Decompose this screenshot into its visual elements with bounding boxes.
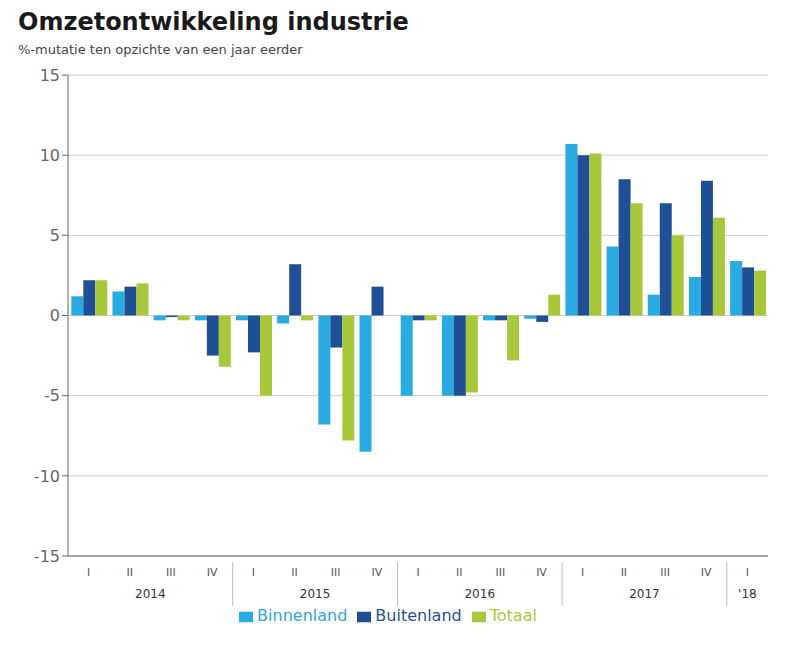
- svg-text:II: II: [127, 566, 134, 579]
- svg-text:I: I: [746, 566, 749, 579]
- svg-text:III: III: [495, 566, 505, 579]
- svg-text:II: II: [456, 566, 463, 579]
- svg-text:2014: 2014: [135, 587, 166, 601]
- svg-text:-5: -5: [44, 386, 60, 405]
- svg-text:I: I: [87, 566, 90, 579]
- svg-text:II: II: [291, 566, 298, 579]
- svg-text:III: III: [331, 566, 341, 579]
- svg-text:2017: 2017: [629, 587, 660, 601]
- svg-text:I: I: [416, 566, 419, 579]
- svg-text:IV: IV: [207, 566, 218, 579]
- svg-text:0: 0: [50, 306, 60, 325]
- svg-text:III: III: [660, 566, 670, 579]
- svg-text:I: I: [581, 566, 584, 579]
- html-text:Binnenland: Binnenland: [257, 606, 348, 625]
- html-text:Omzetontwikkeling industrie: Omzetontwikkeling industrie: [18, 8, 409, 36]
- svg-text:'18: '18: [738, 587, 757, 601]
- svg-text:II: II: [621, 566, 628, 579]
- svg-text:15: 15: [40, 66, 60, 85]
- svg-text:10: 10: [40, 146, 60, 165]
- svg-text:IV: IV: [536, 566, 547, 579]
- svg-text:2015: 2015: [300, 587, 331, 601]
- svg-text:5: 5: [50, 226, 60, 245]
- html-text:Totaal: Totaal: [489, 606, 537, 625]
- svg-text:III: III: [166, 566, 176, 579]
- svg-text:IV: IV: [701, 566, 712, 579]
- html-text:%-mutatie ten opzichte van een: %-mutatie ten opzichte van een jaar eerd…: [18, 42, 303, 57]
- html-text:Buitenland: Buitenland: [375, 606, 462, 625]
- svg-text:2016: 2016: [464, 587, 495, 601]
- svg-text:IV: IV: [371, 566, 382, 579]
- svg-text:I: I: [252, 566, 255, 579]
- svg-text:-15: -15: [34, 547, 60, 566]
- svg-text:-10: -10: [34, 467, 60, 486]
